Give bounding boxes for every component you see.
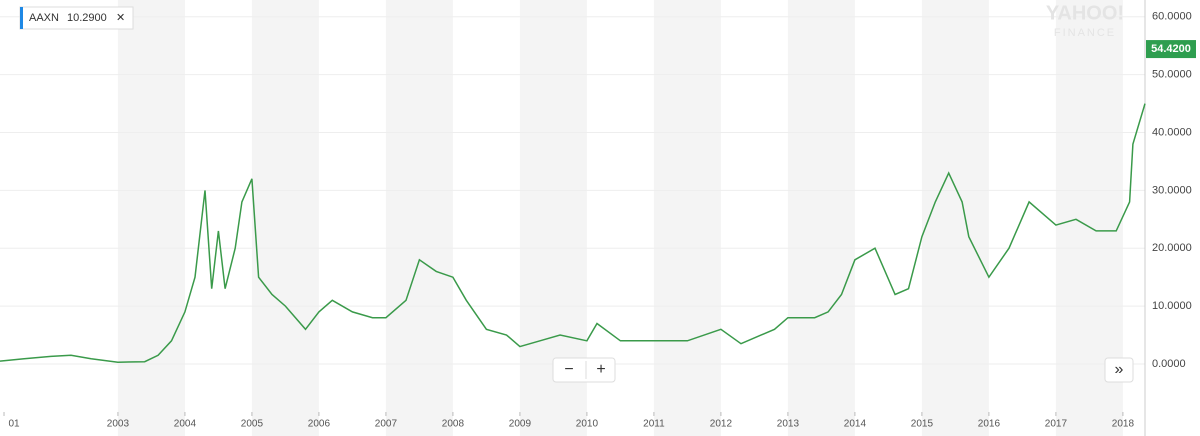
x-tick-label: 2011 [643,419,665,430]
x-tick-label: 2016 [978,419,1001,430]
legend: AAXN 10.2900 ✕ [19,6,134,30]
year-band [653,0,721,436]
price-line [0,103,1146,363]
x-tick-label: 2013 [777,419,800,430]
y-tick-label: 40.0000 [1152,126,1192,138]
y-tick-label: 0.0000 [1152,358,1186,370]
zoom-controls: − + » [552,357,1134,383]
x-tick-label: 01 [8,419,20,430]
y-tick-label: 60.0000 [1152,11,1192,23]
y-tick-label: 30.0000 [1152,184,1192,196]
scroll-right[interactable]: » [1115,361,1124,378]
x-tick-label: 2012 [710,419,733,430]
legend-ticker: AAXN [29,12,59,24]
zoom-box [552,357,616,383]
zoom-out[interactable]: − [564,361,573,378]
zoom-in[interactable]: + [596,361,605,378]
x-tick-label: 2017 [1045,419,1068,430]
bands [117,0,1123,436]
x-tick-label: 2015 [911,419,934,430]
legend-value: 10.2900 [67,12,107,24]
x-tick-label: 2007 [375,419,398,430]
watermark-line: FINANCE [1054,27,1116,39]
x-tick-label: 2004 [174,419,197,430]
grid [0,0,1146,436]
legend-close[interactable]: ✕ [116,12,125,24]
last-price-label: 54.4200 [1151,43,1191,55]
legend-swatch [20,7,23,29]
watermark-line: YAHOO! [1046,2,1124,24]
x-tick-label: 2009 [509,419,532,430]
y-tick-label: 50.0000 [1152,69,1192,81]
scroll-box [1104,357,1134,383]
y-tick-label: 20.0000 [1152,242,1192,254]
watermark: YAHOO! FINANCE [1046,2,1124,39]
x-tick-label: 2014 [844,419,867,430]
x-tick-label: 2006 [308,419,331,430]
year-band [921,0,989,436]
year-band [787,0,855,436]
year-band [117,0,185,436]
x-tick-label: 2003 [107,419,130,430]
x-tick-label: 2010 [576,419,599,430]
year-band [251,0,319,436]
x-tick-label: 2008 [442,419,465,430]
year-band [385,0,453,436]
x-tick-label: 2018 [1112,419,1135,430]
last-price-box [1146,40,1196,59]
x-tick-label: 2005 [241,419,264,430]
y-tick-label: 10.0000 [1152,300,1192,312]
plot [0,103,1146,363]
